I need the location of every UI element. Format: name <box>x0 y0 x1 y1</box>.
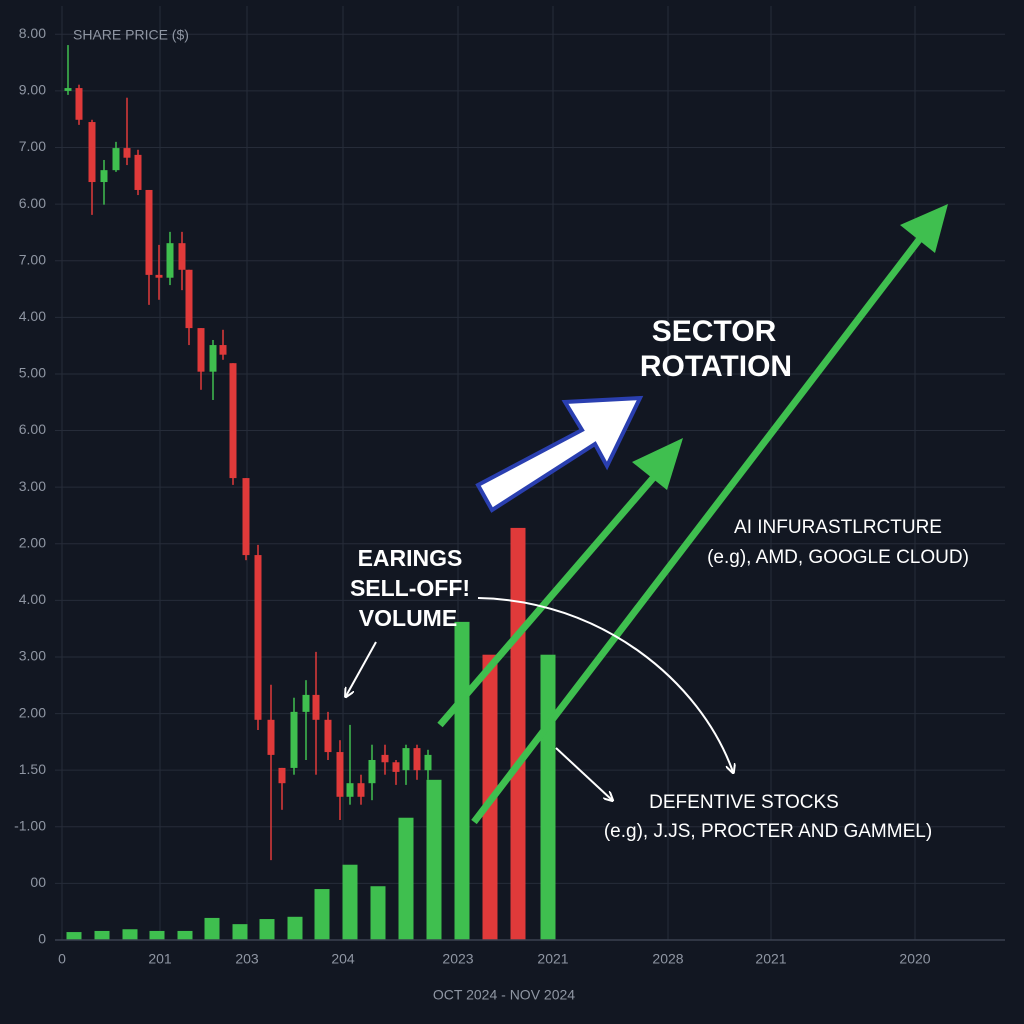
candle-body <box>134 154 142 190</box>
volume-bar <box>540 654 556 940</box>
y-tick-label: 2.00 <box>19 704 46 720</box>
y-tick-label: 4.00 <box>19 308 46 324</box>
x-axis-title: OCT 2024 - NOV 2024 <box>433 987 575 1003</box>
volume-bar <box>66 932 82 940</box>
candle-body <box>166 243 174 278</box>
volume-bar <box>149 930 165 940</box>
candle-body <box>357 783 365 797</box>
x-tick-label: 2020 <box>899 951 930 967</box>
y-tick-label: 00 <box>30 874 46 890</box>
volume-bar <box>94 930 110 940</box>
candle-body <box>64 88 72 91</box>
annotation: (e.g), J.JS, PROCTER AND GAMMEL) <box>604 821 932 842</box>
annotation: ROTATION <box>640 350 792 383</box>
candle-body <box>100 170 108 183</box>
volume-bar <box>426 779 442 940</box>
candle-body <box>219 345 227 355</box>
candle-body <box>123 148 131 158</box>
candle-body <box>324 719 332 753</box>
candle-body <box>413 748 421 771</box>
y-tick-label: 4.00 <box>19 591 46 607</box>
volume-bar <box>259 919 275 940</box>
y-tick-label: -1.00 <box>14 817 46 833</box>
volume-bar <box>454 621 470 940</box>
x-tick-label: 204 <box>331 951 355 967</box>
annotation: (e.g), AMD, GOOGLE CLOUD) <box>707 547 969 568</box>
y-tick-label: 5.00 <box>19 365 46 381</box>
candle-body <box>145 189 153 275</box>
volume-bar <box>287 916 303 940</box>
volume-bar <box>232 924 248 940</box>
candle-body <box>381 754 389 763</box>
candle-body <box>346 783 354 797</box>
y-tick-label: 6.00 <box>19 421 46 437</box>
candle-body <box>278 767 286 784</box>
candle-body <box>242 478 250 556</box>
candle-body <box>197 328 205 372</box>
y-axis-title: SHARE PRICE ($) <box>73 27 189 43</box>
x-tick-label: 0 <box>58 951 66 967</box>
x-tick-label: 201 <box>148 951 172 967</box>
candle-body <box>229 363 237 479</box>
y-tick-label: 8.00 <box>19 25 46 41</box>
y-tick-label: 0 <box>38 931 46 947</box>
candle-body <box>368 759 376 784</box>
y-tick-label: 7.00 <box>19 138 46 154</box>
candle-body <box>88 122 96 183</box>
x-tick-label: 2021 <box>537 951 568 967</box>
volume-bar <box>204 917 220 940</box>
candle-body <box>155 274 163 278</box>
volume-bar <box>398 817 414 940</box>
volume-bar <box>342 864 358 940</box>
candle-body <box>402 748 410 771</box>
volume-bar <box>314 889 330 940</box>
annotation: SECTOR <box>652 315 777 348</box>
candle-body <box>424 754 432 771</box>
volume-bar <box>122 929 138 940</box>
candle-body <box>312 694 320 720</box>
volume-bar <box>510 527 526 940</box>
x-tick-label: 2021 <box>755 951 786 967</box>
y-tick-label: 1.50 <box>19 761 46 777</box>
arrows <box>346 204 948 825</box>
y-tick-label: 2.00 <box>19 534 46 550</box>
y-tick-label: 6.00 <box>19 195 46 211</box>
annotation: SELL-OFF! <box>350 575 470 601</box>
candle-body <box>209 345 217 372</box>
volume-bar <box>370 886 386 940</box>
candle-body <box>336 752 344 797</box>
candle-body <box>290 711 298 768</box>
x-tick-label: 2023 <box>442 951 473 967</box>
annotation: AI INFURASTLRCTURE <box>734 517 942 538</box>
annotation: DEFENTIVE STOCKS <box>649 792 839 813</box>
annotation: VOLUME <box>359 605 457 631</box>
candle-body <box>178 243 186 270</box>
candle-body <box>302 694 310 712</box>
y-tick-label: 7.00 <box>19 251 46 267</box>
annotation: EARINGS <box>358 545 463 571</box>
candle-body <box>112 148 120 171</box>
candle-body <box>267 719 275 755</box>
candle-body <box>254 555 262 720</box>
y-tick-label: 9.00 <box>19 82 46 98</box>
candle-body <box>392 762 400 772</box>
candle-body <box>185 269 193 329</box>
candle-body <box>75 88 83 120</box>
y-tick-label: 3.00 <box>19 478 46 494</box>
x-tick-label: 203 <box>235 951 259 967</box>
volume-bar <box>177 930 193 940</box>
y-tick-label: 3.00 <box>19 648 46 664</box>
x-tick-label: 2028 <box>652 951 683 967</box>
